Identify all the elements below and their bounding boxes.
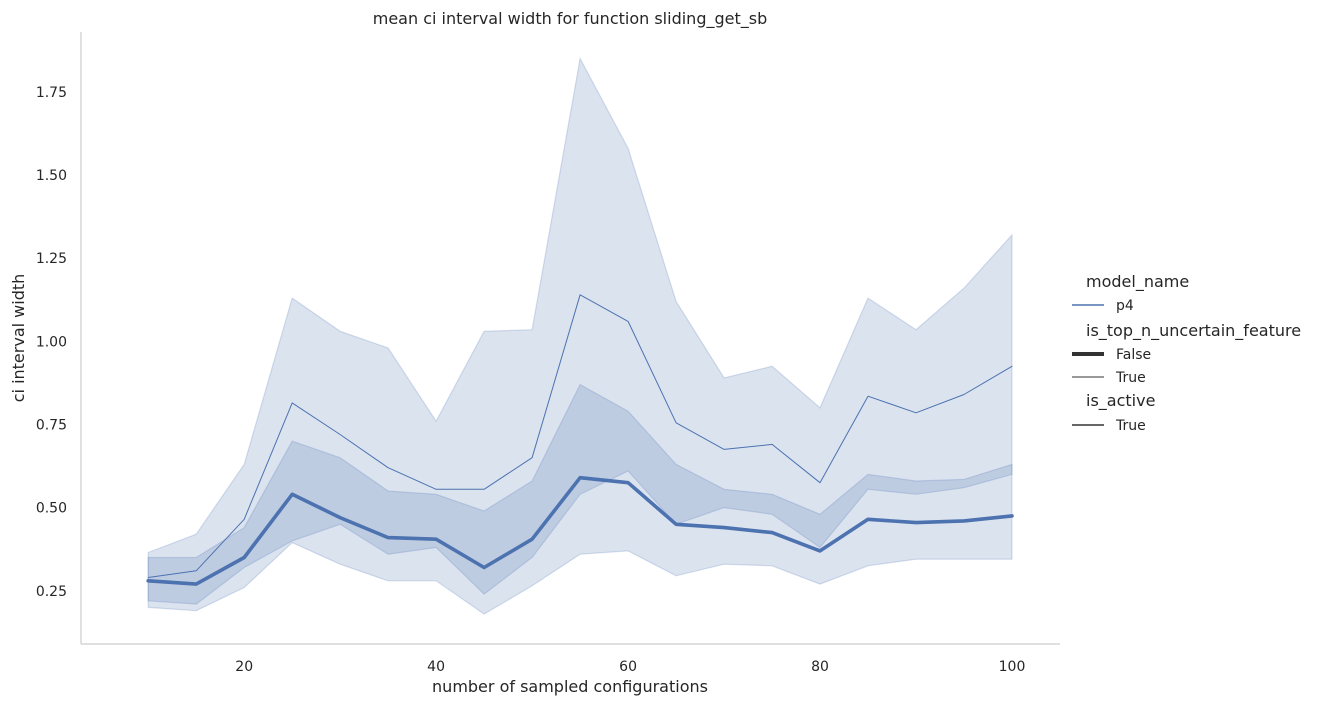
y-tick-label: 1.25 bbox=[36, 251, 67, 267]
series-line-false bbox=[146, 475, 1014, 586]
x-tick-labels: 20 40 60 80 100 bbox=[235, 659, 1025, 675]
legend: model_name p4 is_top_n_uncertain_feature… bbox=[1072, 272, 1301, 434]
series-line-true bbox=[147, 294, 1013, 578]
legend-label-p4: p4 bbox=[1116, 298, 1134, 314]
y-tick-label: 1.75 bbox=[36, 85, 67, 101]
legend-title-model-name: model_name bbox=[1086, 272, 1189, 292]
plot-area: 20 40 60 80 100 0.25 0.50 0.75 1.00 1.25 1.50 1.75 bbox=[36, 32, 1060, 675]
y-tick-label: 0.50 bbox=[36, 501, 67, 517]
y-axis-label: ci interval width bbox=[9, 274, 28, 403]
series-lines bbox=[146, 294, 1014, 586]
ci-band-true bbox=[147, 56, 1013, 615]
ci-band-false bbox=[147, 383, 1013, 605]
legend-label-true-thin: True bbox=[1115, 370, 1146, 386]
ci-bands bbox=[147, 56, 1013, 615]
y-tick-label: 1.00 bbox=[36, 334, 67, 350]
x-tick-label: 60 bbox=[619, 659, 637, 675]
chart-title: mean ci interval width for function slid… bbox=[373, 9, 767, 29]
legend-label-false: False bbox=[1116, 347, 1151, 363]
x-axis-label: number of sampled configurations bbox=[432, 677, 708, 696]
legend-label-active-true: True bbox=[1115, 418, 1146, 434]
y-tick-labels: 0.25 0.50 0.75 1.00 1.25 1.50 1.75 bbox=[36, 85, 67, 600]
x-tick-label: 40 bbox=[427, 659, 445, 675]
legend-title-is-active: is_active bbox=[1086, 391, 1155, 411]
y-tick-label: 0.75 bbox=[36, 418, 67, 434]
x-tick-label: 100 bbox=[999, 659, 1026, 675]
y-tick-label: 0.25 bbox=[36, 584, 67, 600]
x-tick-label: 20 bbox=[235, 659, 253, 675]
x-tick-label: 80 bbox=[811, 659, 829, 675]
y-tick-label: 1.50 bbox=[36, 168, 67, 184]
legend-title-top-n: is_top_n_uncertain_feature bbox=[1086, 321, 1301, 341]
